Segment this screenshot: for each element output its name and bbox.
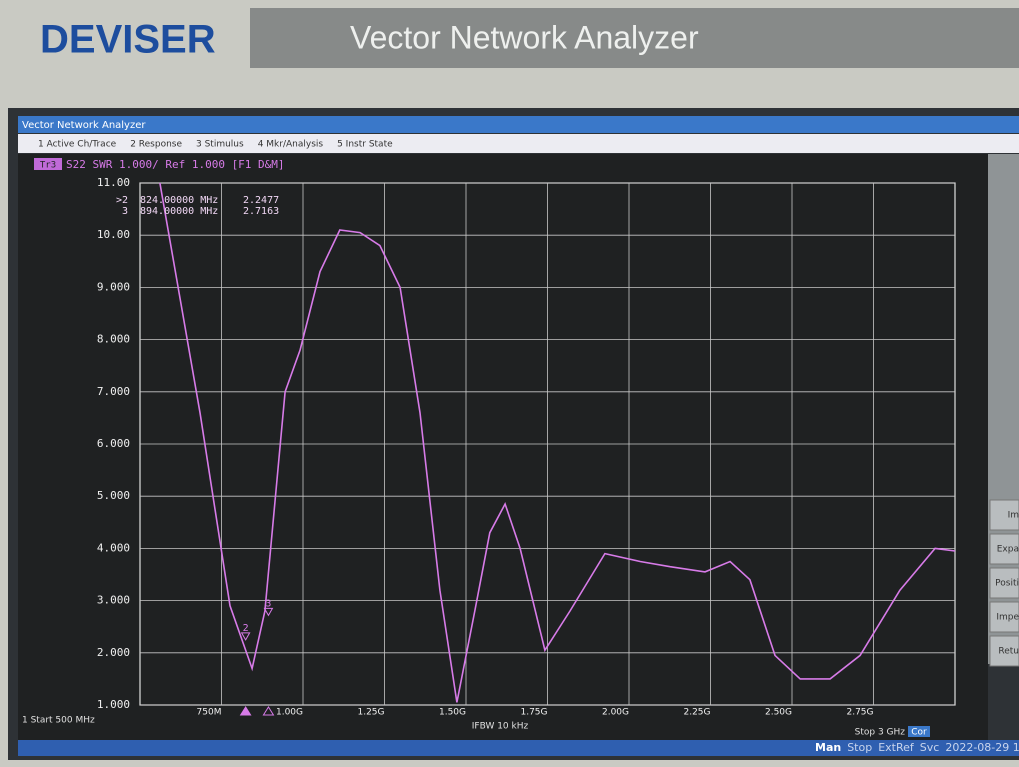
trace-tag-box: [34, 158, 62, 170]
y-tick-label: 6.000: [97, 437, 130, 450]
trace: [159, 182, 956, 703]
title-bar: [18, 116, 1019, 133]
softkey[interactable]: [989, 499, 1019, 531]
y-tick-label: 11.00: [97, 176, 130, 189]
x-tick-label: 2.75G: [846, 708, 873, 718]
x-tick-label: 2.25G: [683, 708, 710, 718]
y-tick-label: 1.000: [97, 698, 130, 711]
y-tick-label: 9.000: [97, 280, 130, 293]
status-bar-item: Man: [815, 741, 841, 754]
model-banner: [250, 8, 1019, 68]
softkey[interactable]: [989, 635, 1019, 667]
y-tick-label: 2.000: [97, 646, 130, 659]
softkey[interactable]: [989, 601, 1019, 633]
status-cor: Cor: [911, 728, 927, 738]
marker-name: 3: [122, 206, 128, 217]
softkey-label: Positi: [995, 579, 1019, 589]
model: Vector Network Analyzer: [350, 19, 699, 55]
chart-area: [18, 154, 988, 744]
softkey[interactable]: [989, 533, 1019, 565]
x-tick-label: 2.00G: [602, 708, 629, 718]
marker: [240, 632, 251, 641]
cor-box: [908, 726, 930, 737]
marker: [263, 607, 274, 617]
menu-item[interactable]: 5 Instr State: [337, 140, 393, 150]
marker-trace-label: 2: [243, 623, 249, 634]
softkey-label: Expa: [997, 545, 1019, 555]
menu-item[interactable]: 1 Active Ch/Trace: [38, 140, 117, 150]
menu-item[interactable]: 3 Stimulus: [196, 140, 244, 150]
trace-tag: Tr3: [40, 161, 56, 171]
status-bar-item: 2022-08-29 1: [945, 741, 1019, 754]
x-tick-label: 1.25G: [357, 708, 384, 718]
brand: DEVISER: [40, 18, 216, 62]
marker-trace-label: 3: [265, 598, 271, 609]
y-tick-label: 7.000: [97, 385, 130, 398]
marker-x-indicator: [262, 706, 275, 716]
x-tick-label: 1.75G: [520, 708, 547, 718]
x-tick-label: 2.50G: [765, 708, 792, 718]
x-tick-label: 1.50G: [439, 708, 466, 718]
marker-value: 2.2477: [243, 195, 279, 206]
softkey-label: Impe: [996, 613, 1019, 623]
marker-x-indicator: [239, 706, 252, 716]
y-tick-label: 3.000: [97, 594, 130, 607]
status-bar: [18, 740, 1019, 756]
marker-value: 2.7163: [243, 206, 279, 217]
y-tick-label: 4.000: [97, 541, 130, 554]
x-tick-label: 1.00G: [276, 708, 303, 718]
status-bar-item: ExtRef: [878, 741, 915, 754]
marker-name: >2: [116, 195, 128, 206]
status-text: 1 Start 500 MHz: [22, 716, 95, 726]
marker-freq: 894.00000 MHz: [140, 206, 218, 217]
status-text: Stop 3 GHz: [855, 728, 906, 738]
x-tick-label: 750M: [197, 708, 222, 718]
softkey[interactable]: [989, 567, 1019, 599]
y-tick-label: 8.000: [97, 333, 130, 346]
menu-bar: [18, 134, 1019, 153]
y-tick-label: 5.000: [97, 489, 130, 502]
window-title: Vector Network Analyzer: [22, 120, 146, 131]
chart-title: S22 SWR 1.000/ Ref 1.000 [F1 D&M]: [66, 158, 285, 171]
y-tick-label: 10.00: [97, 228, 130, 241]
status-bar-item: Stop: [847, 741, 872, 754]
marker-freq: 824.00000 MHz: [140, 195, 218, 206]
status-bar-item: Svc: [920, 741, 940, 754]
menu-item[interactable]: 4 Mkr/Analysis: [258, 140, 324, 150]
menu-item[interactable]: 2 Response: [130, 140, 182, 150]
softkey-label: Im: [1008, 511, 1019, 521]
status-text: IFBW 10 kHz: [472, 722, 529, 732]
softkey-label: Retu: [998, 647, 1019, 657]
